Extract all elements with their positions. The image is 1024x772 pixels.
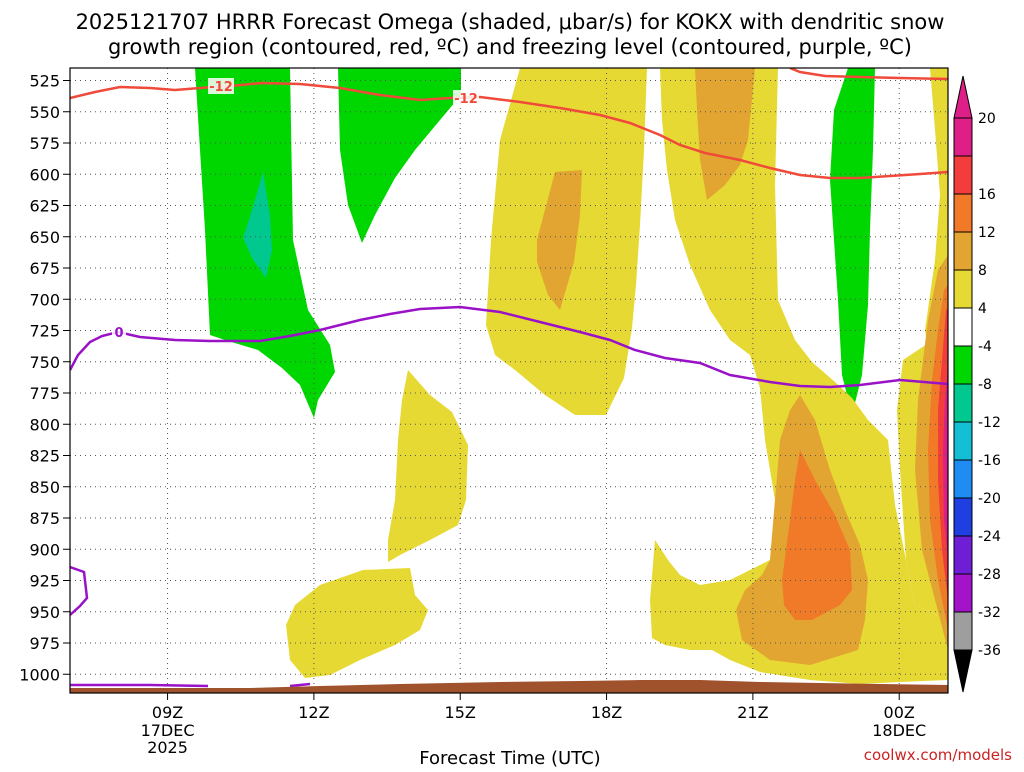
y-tick-label: 875	[29, 509, 60, 528]
omega-region-yellow-3	[388, 370, 468, 562]
colorbar-label: 16	[978, 187, 996, 203]
colorbar-label: -24	[978, 529, 1001, 545]
colorbar-label: -8	[978, 377, 992, 393]
freezing-level-contour-surface	[70, 682, 311, 688]
x-tick-label: 18Z	[591, 703, 622, 722]
y-tick-label: 625	[29, 197, 60, 216]
y-tick-label: 850	[29, 478, 60, 497]
colorbar-swatch	[953, 421, 973, 461]
y-tick-label: 1000	[19, 665, 60, 684]
chart-title-line-2: growth region (contoured, red, ºC) and f…	[108, 35, 912, 59]
x-tick-label: 12Z	[298, 703, 329, 722]
x-tick-label: 00Z	[884, 703, 915, 722]
y-axis: 525 550 575 600 625 650 675 700 725 750 775 800 825 8…	[19, 72, 70, 684]
colorbar-arrow-bottom	[953, 649, 973, 693]
colorbar-swatch	[953, 193, 973, 233]
y-tick-label: 900	[29, 540, 60, 559]
x-tick-label: 15Z	[445, 703, 476, 722]
colorbar-label: 4	[978, 301, 987, 317]
contour-labels: -12 -12 0	[112, 78, 479, 341]
y-tick-label: 750	[29, 353, 60, 372]
colorbar-swatch	[953, 535, 973, 575]
y-tick-label: 950	[29, 603, 60, 622]
colorbar-label: -32	[978, 605, 1001, 621]
colorbar-swatch	[953, 497, 973, 537]
y-tick-label: 525	[29, 72, 60, 91]
colorbar-label: -16	[978, 453, 1001, 469]
colorbar-label: -4	[978, 339, 992, 355]
colorbar-swatch	[953, 231, 973, 271]
y-tick-label: 825	[29, 447, 60, 466]
colorbar-swatch	[953, 573, 973, 613]
colorbar-label: -36	[978, 643, 1001, 659]
plot-area	[70, 68, 948, 693]
x-tick-sublabel: 2025	[147, 738, 188, 757]
y-tick-label: 700	[29, 290, 60, 309]
colorbar: 20 16 12 8 4 -4 -8 -12 -16 -20 -24 -28 -32 -36	[953, 75, 1001, 693]
y-tick-label: 550	[29, 103, 60, 122]
y-tick-label: 675	[29, 259, 60, 278]
freezing-level-label: 0	[114, 326, 123, 341]
freezing-level-contour-low	[70, 565, 89, 616]
y-tick-label: 975	[29, 634, 60, 653]
colorbar-label: -28	[978, 567, 1001, 583]
x-axis-label: Forecast Time (UTC)	[419, 748, 600, 768]
freezing-level-contour	[70, 305, 948, 389]
x-tick-sublabel: 18DEC	[872, 721, 926, 740]
colorbar-swatch	[953, 269, 973, 309]
colorbar-swatch	[953, 345, 973, 385]
ground-terrain	[70, 680, 948, 693]
dgz-label-2: -12	[454, 92, 478, 107]
colorbar-label: 12	[978, 225, 996, 241]
omega-region-lightorange-1	[695, 68, 755, 200]
x-tick-label: 21Z	[737, 703, 768, 722]
chart-title-line-1: 2025121707 HRRR Forecast Omega (shaded, …	[76, 10, 945, 34]
credit-text: coolwx.com/models	[864, 746, 1012, 764]
y-tick-label: 775	[29, 384, 60, 403]
y-tick-label: 575	[29, 134, 60, 153]
colorbar-swatch	[953, 611, 973, 651]
colorbar-swatch	[953, 383, 973, 423]
colorbar-label: 20	[978, 111, 996, 127]
omega-region-green-3	[830, 68, 875, 415]
colorbar-swatch	[953, 459, 973, 499]
plot-frame	[69, 67, 949, 694]
x-tick-sublabel: 17DEC	[141, 721, 195, 740]
omega-region-teal-1	[243, 172, 272, 278]
y-tick-label: 925	[29, 572, 60, 591]
colorbar-swatch	[953, 307, 973, 347]
colorbar-swatch	[953, 155, 973, 195]
y-tick-label: 650	[29, 228, 60, 247]
omega-region-orange-1	[782, 450, 852, 620]
omega-region-yellow-4	[286, 568, 428, 678]
y-tick-label: 600	[29, 165, 60, 184]
colorbar-swatch	[953, 117, 973, 157]
y-tick-label: 800	[29, 415, 60, 434]
dgz-contour-top	[789, 68, 948, 81]
dgz-label-1: -12	[209, 80, 233, 95]
y-tick-label: 725	[29, 322, 60, 341]
colorbar-arrow-top	[953, 75, 973, 119]
colorbar-label: -12	[978, 415, 1001, 431]
colorbar-label: -20	[978, 491, 1001, 507]
grid-vertical	[167, 68, 900, 693]
omega-region-magenta-1	[943, 365, 948, 560]
x-tick-label: 09Z	[152, 703, 183, 722]
omega-region-yellow-2	[650, 68, 948, 684]
dgz-contour-upper	[70, 81, 948, 180]
colorbar-label: 8	[978, 263, 987, 279]
